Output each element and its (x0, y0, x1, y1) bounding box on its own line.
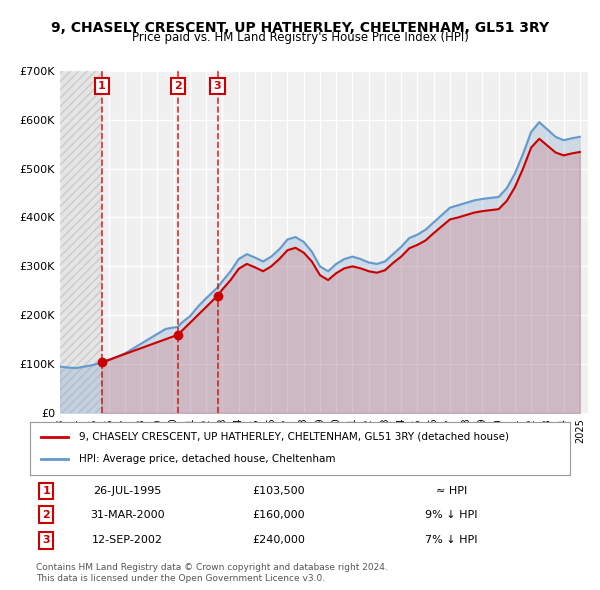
Text: 26-JUL-1995: 26-JUL-1995 (93, 486, 161, 496)
Text: £103,500: £103,500 (252, 486, 305, 496)
Text: 7% ↓ HPI: 7% ↓ HPI (425, 535, 478, 545)
Text: Price paid vs. HM Land Registry's House Price Index (HPI): Price paid vs. HM Land Registry's House … (131, 31, 469, 44)
Text: 9, CHASELY CRESCENT, UP HATHERLEY, CHELTENHAM, GL51 3RY (detached house): 9, CHASELY CRESCENT, UP HATHERLEY, CHELT… (79, 432, 509, 442)
Text: 9% ↓ HPI: 9% ↓ HPI (425, 510, 478, 520)
Text: 12-SEP-2002: 12-SEP-2002 (92, 535, 163, 545)
Text: 1: 1 (43, 486, 50, 496)
Text: 2: 2 (43, 510, 50, 520)
Text: 9, CHASELY CRESCENT, UP HATHERLEY, CHELTENHAM, GL51 3RY: 9, CHASELY CRESCENT, UP HATHERLEY, CHELT… (51, 21, 549, 35)
Text: Contains HM Land Registry data © Crown copyright and database right 2024.
This d: Contains HM Land Registry data © Crown c… (36, 563, 388, 583)
Text: 1: 1 (98, 81, 106, 91)
Text: £240,000: £240,000 (252, 535, 305, 545)
Text: 3: 3 (43, 535, 50, 545)
Text: 3: 3 (214, 81, 221, 91)
Text: 2: 2 (174, 81, 182, 91)
Text: £160,000: £160,000 (252, 510, 305, 520)
Bar (60, 71, 102, 413)
Text: 31-MAR-2000: 31-MAR-2000 (90, 510, 164, 520)
Text: ≈ HPI: ≈ HPI (436, 486, 467, 496)
Text: HPI: Average price, detached house, Cheltenham: HPI: Average price, detached house, Chel… (79, 454, 335, 464)
